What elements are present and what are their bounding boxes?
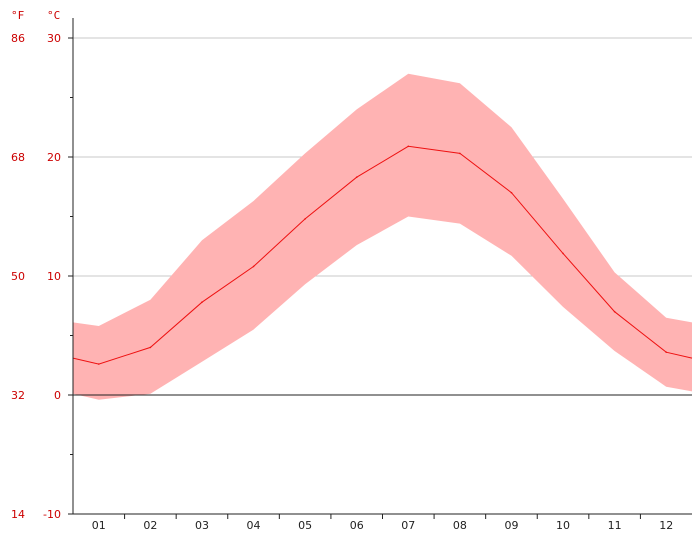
x-ticks bbox=[124, 514, 641, 519]
month-label-06: 06 bbox=[350, 519, 364, 532]
mean-point-02 bbox=[149, 346, 152, 349]
y-minor-ticks bbox=[68, 37, 73, 515]
mean-point-07 bbox=[407, 145, 410, 148]
mean-point-04 bbox=[252, 265, 255, 268]
fahrenheit-tick-label-50: 50 bbox=[11, 270, 25, 283]
mean-point-05 bbox=[304, 218, 306, 220]
celsius-tick-label-0: 0 bbox=[54, 389, 61, 402]
celsius-tick-label--10: -10 bbox=[43, 508, 61, 521]
celsius-tick-label-30: 30 bbox=[47, 32, 61, 45]
temperature-range-band bbox=[73, 73, 692, 400]
month-label-05: 05 bbox=[298, 519, 312, 532]
fahrenheit-tick-label-86: 86 bbox=[11, 32, 25, 45]
fahrenheit-tick-label-14: 14 bbox=[11, 508, 25, 521]
month-label-07: 07 bbox=[401, 519, 415, 532]
mean-point-03 bbox=[201, 301, 203, 303]
fahrenheit-tick-label-32: 32 bbox=[11, 389, 25, 402]
month-label-12: 12 bbox=[659, 519, 673, 532]
mean-point-06 bbox=[355, 176, 358, 179]
month-label-09: 09 bbox=[504, 519, 518, 532]
mean-temperature-line bbox=[72, 145, 693, 365]
celsius-tick-label-20: 20 bbox=[47, 151, 61, 164]
month-label-10: 10 bbox=[556, 519, 570, 532]
y-tick-labels: 30 20 10 0 -10 86 68 50 32 14 bbox=[11, 32, 61, 521]
mean-point-01 bbox=[97, 363, 100, 365]
fahrenheit-unit-label: °F bbox=[11, 9, 24, 22]
month-label-02: 02 bbox=[143, 519, 157, 532]
x-tick-labels: 01 02 03 04 05 06 07 08 09 10 11 12 bbox=[92, 519, 673, 532]
celsius-unit-label: °C bbox=[47, 9, 60, 22]
mean-point-11 bbox=[613, 310, 616, 313]
month-label-11: 11 bbox=[608, 519, 622, 532]
mean-point-08 bbox=[459, 152, 461, 155]
month-label-04: 04 bbox=[247, 519, 261, 532]
month-label-01: 01 bbox=[92, 519, 106, 532]
month-label-08: 08 bbox=[453, 519, 467, 532]
mean-point-09 bbox=[510, 191, 513, 194]
month-label-03: 03 bbox=[195, 519, 209, 532]
mean-point-10 bbox=[562, 252, 564, 255]
fahrenheit-tick-label-68: 68 bbox=[11, 151, 25, 164]
celsius-tick-label-10: 10 bbox=[47, 270, 61, 283]
mean-point-12 bbox=[665, 351, 668, 353]
